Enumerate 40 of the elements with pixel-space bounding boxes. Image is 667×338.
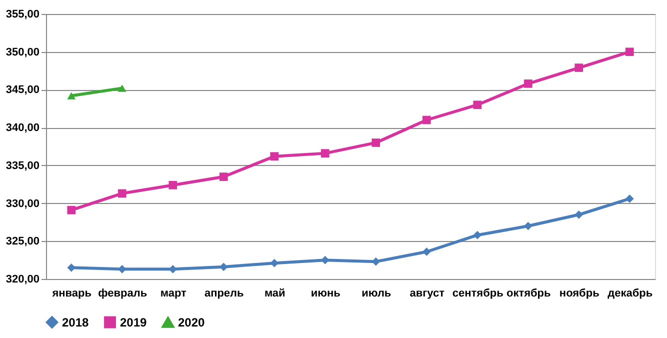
- legend-label: 2019: [120, 315, 148, 330]
- point: [372, 138, 380, 147]
- x-tick-label: январь: [52, 288, 92, 300]
- point: [168, 180, 178, 190]
- x-tick-label: октябрь: [506, 288, 552, 300]
- x-tick-label: август: [410, 288, 446, 300]
- y-tick-label: 350,00: [6, 46, 40, 58]
- legend-label: 2018: [62, 315, 90, 330]
- point: [270, 152, 279, 161]
- point: [524, 79, 532, 88]
- x-tick-label: июнь: [310, 288, 341, 300]
- y-tick-label: 325,00: [6, 236, 40, 248]
- point: [524, 222, 532, 230]
- point: [118, 189, 126, 198]
- point: [574, 64, 584, 72]
- point: [625, 48, 634, 56]
- x-tick-label: май: [264, 288, 286, 300]
- point: [574, 210, 584, 219]
- y-tick-label: 330,00: [6, 198, 40, 210]
- x-tick-label: декабрь: [608, 288, 653, 300]
- point: [320, 149, 330, 158]
- y-tick-label: 345,00: [6, 84, 40, 96]
- y-tick-label: 340,00: [6, 122, 40, 134]
- point: [67, 206, 76, 214]
- y-tick-label: 320,00: [6, 274, 40, 286]
- point: [422, 248, 431, 256]
- y-tick-label: 355,00: [6, 8, 40, 20]
- point: [625, 194, 634, 203]
- y-tick-label: 335,00: [6, 160, 40, 172]
- x-tick-label: апрель: [204, 288, 244, 300]
- x-tick-label: февраль: [98, 288, 148, 300]
- point: [422, 116, 431, 124]
- legend-label: 2020: [178, 316, 206, 330]
- point: [219, 172, 228, 181]
- x-tick-label: июль: [362, 288, 392, 300]
- point: [473, 230, 482, 240]
- x-tick-label: март: [160, 288, 188, 300]
- point: [473, 100, 482, 110]
- x-tick-label: ноябрь: [559, 288, 600, 300]
- x-tick-label: сентябрь: [452, 288, 504, 300]
